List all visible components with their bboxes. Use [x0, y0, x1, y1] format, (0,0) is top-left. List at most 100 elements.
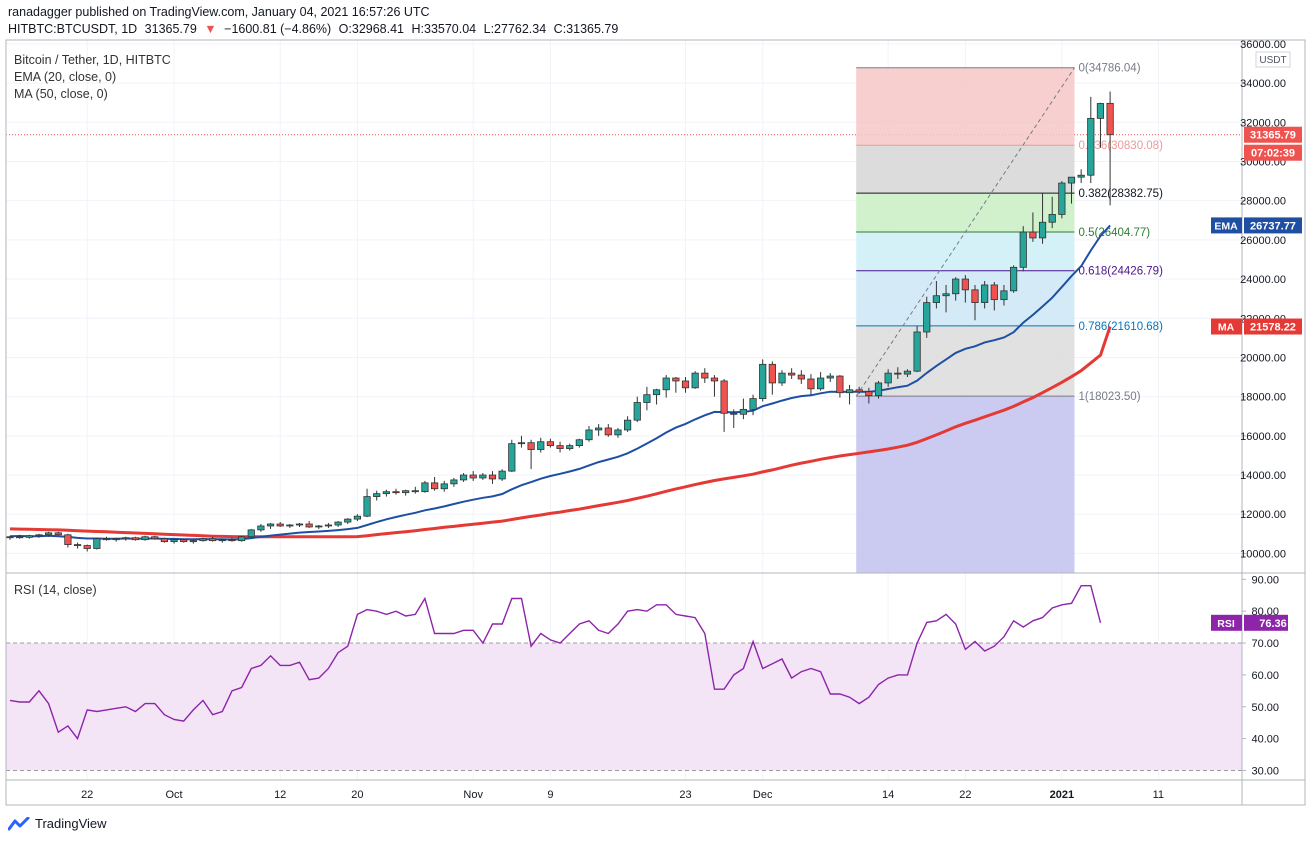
candle-body — [151, 536, 159, 540]
fib-level-label: 0(34786.04) — [1079, 63, 1141, 75]
down-arrow-icon: ▼ — [204, 22, 217, 36]
candle-body — [276, 523, 284, 527]
candle-body — [488, 474, 497, 480]
fib-level-label: 0.382(28382.75) — [1079, 188, 1164, 200]
ma-side-tag-box — [1211, 318, 1242, 335]
candle-body — [247, 529, 255, 538]
candle-body — [353, 515, 362, 520]
low: L:27762.34 — [483, 22, 547, 36]
fib-level-label: 0.618(24426.79) — [1079, 266, 1164, 278]
candle-body — [894, 372, 902, 375]
tradingview-logo[interactable]: TradingView — [8, 816, 107, 831]
candle-body — [459, 474, 468, 481]
candle-body — [604, 427, 612, 436]
ema-value-tag-box — [1244, 217, 1302, 234]
candle-body — [749, 398, 757, 410]
price-tick-label: 26000.00 — [1240, 235, 1286, 247]
candle-body — [209, 538, 217, 542]
candle-body — [701, 372, 709, 379]
candle-body — [237, 536, 246, 542]
candle-body — [652, 389, 661, 396]
candle-body — [199, 538, 207, 542]
legend-rsi[interactable]: RSI (14, close) — [14, 583, 97, 597]
candle-body — [83, 545, 91, 549]
price-tick-label: 32000.00 — [1240, 117, 1286, 129]
tradingview-icon — [8, 816, 30, 830]
last-price-tag: 31365.79 — [1250, 130, 1296, 142]
axes: 36000.0034000.0032000.0030000.0028000.00… — [5, 39, 1306, 806]
change: −1600.81 (−4.86%) — [224, 22, 332, 36]
time-tick-label: 12 — [274, 789, 286, 801]
candle-body — [122, 537, 130, 540]
ma50-line — [9, 326, 1112, 539]
fib-zone — [856, 396, 1075, 573]
candle-body — [566, 445, 574, 449]
rsi-tick-label: 30.00 — [1251, 765, 1279, 777]
candle-body — [932, 295, 941, 303]
time-tick-label: Nov — [463, 789, 483, 801]
candle-body — [826, 375, 834, 379]
candle-body — [64, 534, 72, 545]
candle-body — [923, 302, 931, 333]
rsi-pane — [6, 585, 1242, 771]
fib-level-label: 1(18023.50) — [1079, 391, 1141, 403]
time-tick-label: Oct — [165, 789, 182, 801]
candle-body — [305, 523, 313, 528]
fib-zone — [856, 145, 1075, 194]
candle-body — [710, 377, 719, 382]
price-tick-label: 16000.00 — [1240, 431, 1286, 443]
candle-body — [1000, 290, 1008, 301]
candle-body — [180, 539, 188, 543]
rsi-band — [6, 643, 1242, 771]
legend-ma[interactable]: MA (50, close, 0) — [14, 87, 108, 101]
candle-body — [537, 441, 545, 450]
fibonacci-retracement: 0(34786.04) 0.236(30830.08) 0.382(28382.75… — [855, 63, 1164, 573]
unit-box — [1255, 51, 1291, 68]
candle-body — [257, 525, 265, 531]
fib-level-label: 0.5(26404.77) — [1079, 227, 1151, 239]
fib-zone — [856, 193, 1075, 232]
candle-body — [421, 482, 429, 493]
candle-body — [546, 441, 555, 447]
candle-body — [971, 289, 979, 303]
candle-body — [373, 493, 381, 497]
ma-layer — [9, 224, 1112, 541]
ema-side-tag-box — [1211, 217, 1242, 234]
candle-body — [16, 536, 24, 539]
candle-body — [691, 372, 699, 389]
time-tick-label: 22 — [959, 789, 971, 801]
candle-body — [54, 532, 62, 536]
candle-body — [961, 278, 969, 291]
ma-value-tag-box — [1244, 318, 1302, 335]
candle-body — [141, 536, 149, 541]
candle-body — [797, 374, 805, 380]
candle-body — [643, 394, 651, 403]
fib-level-label: 0.786(21610.68) — [1079, 321, 1164, 333]
candle-body — [942, 293, 950, 297]
price-tick-label: 20000.00 — [1240, 352, 1286, 364]
candle-body — [633, 402, 641, 421]
candle-body — [1087, 117, 1095, 176]
candle-body — [228, 539, 236, 542]
time-tick-label: 11 — [1153, 789, 1164, 801]
legend-title[interactable]: Bitcoin / Tether, 1D, HITBTC — [14, 53, 171, 67]
candle-body — [990, 284, 998, 301]
time-tick-label: 9 — [547, 789, 553, 801]
candle-body — [817, 377, 825, 390]
rsi-value-tag: 76.36 — [1259, 618, 1287, 630]
candle-body — [324, 524, 333, 527]
candle-body — [730, 412, 738, 415]
candle-body — [430, 482, 439, 490]
candle-body — [73, 544, 82, 546]
candle-body — [189, 540, 197, 543]
candle-body — [266, 523, 275, 527]
candle-body — [672, 377, 680, 382]
ema-value-tag: 26737.77 — [1250, 220, 1296, 232]
legend-ema[interactable]: EMA (20, close, 0) — [14, 70, 117, 84]
price-tick-label: 12000.00 — [1240, 509, 1286, 521]
candle-body — [469, 474, 477, 479]
candle-body — [952, 278, 960, 295]
candle-body — [788, 372, 796, 376]
fib-zone — [856, 325, 1075, 397]
